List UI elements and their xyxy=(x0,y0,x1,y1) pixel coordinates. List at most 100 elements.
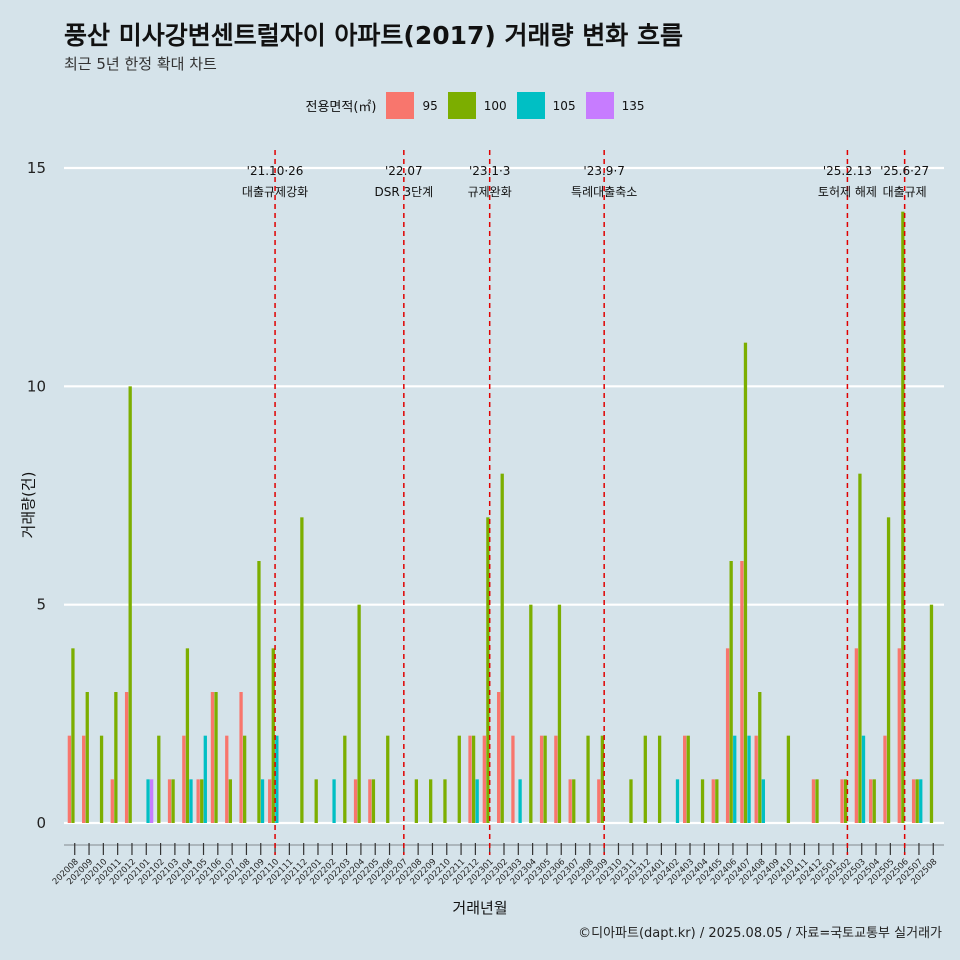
bar-95-202503 xyxy=(854,648,859,823)
bar-95-202403 xyxy=(683,735,687,823)
legend-swatch-95 xyxy=(386,92,415,119)
event-date-202301: '23.1·3 xyxy=(469,164,510,178)
bar-100-202010 xyxy=(99,735,104,823)
bar-100-202311 xyxy=(629,779,633,823)
legend-item-135: 135 xyxy=(585,92,645,119)
bar-95-202204 xyxy=(353,779,358,823)
event-label-202207: DSR 3단계 xyxy=(374,185,433,199)
bar-105-202202 xyxy=(332,779,336,823)
chart-subtitle: 최근 5년 한정 확대 차트 xyxy=(64,55,217,73)
bar-95-202412 xyxy=(811,779,816,823)
bar-100-202302 xyxy=(500,473,504,823)
bar-100-202304 xyxy=(529,604,533,823)
bar-100-202401 xyxy=(657,735,662,823)
bar-100-202508 xyxy=(929,604,934,823)
bar-95-202305 xyxy=(539,735,544,823)
legend: 전용면적(㎡) 95 100 105 135 xyxy=(0,92,960,119)
legend-label-105: 105 xyxy=(552,98,576,113)
chart-title: 풍산 미사강변센트럴자이 아파트(2017) 거래량 변화 흐름 xyxy=(64,21,683,50)
bar-95-202212 xyxy=(468,735,472,823)
bar-95-202008 xyxy=(67,735,72,823)
bar-95-202302 xyxy=(496,692,501,823)
bar-105-202507 xyxy=(919,779,923,823)
bar-100-202112 xyxy=(300,517,304,823)
bar-100-202308 xyxy=(586,735,590,823)
bar-100-202204 xyxy=(357,604,361,823)
bar-95-202110 xyxy=(268,779,272,823)
y-axis-label: 거래량(건) xyxy=(19,471,38,539)
bar-95-202012 xyxy=(124,692,129,823)
bar-100-202110 xyxy=(271,648,275,823)
bar-95-202105 xyxy=(196,779,200,823)
source-caption: ©디아파트(dapt.kr) / 2025.08.05 / 자료=국토교통부 실… xyxy=(578,926,942,941)
y-tick-label: 0 xyxy=(36,814,46,832)
y-tick-label: 10 xyxy=(27,377,46,395)
legend-swatch-105 xyxy=(516,92,545,119)
legend-title: 전용면적(㎡) xyxy=(305,100,377,115)
event-label-202301: 규제완화 xyxy=(468,185,512,199)
bar-100-202504 xyxy=(872,779,876,823)
legend-label-95: 95 xyxy=(422,98,438,113)
bar-100-202008 xyxy=(71,648,75,823)
bar-100-202211 xyxy=(457,735,461,823)
legend-swatch-100 xyxy=(447,92,476,119)
event-date-202309: '23.9·7 xyxy=(583,164,624,178)
bar-100-202201 xyxy=(314,779,318,823)
bar-95-202407 xyxy=(740,561,744,823)
y-tick-label: 15 xyxy=(27,159,46,177)
bar-135-202101 xyxy=(149,779,154,823)
bar-95-202506 xyxy=(897,648,901,823)
bar-95-202107 xyxy=(225,735,229,823)
bar-95-202502 xyxy=(840,779,844,823)
bar-100-202405 xyxy=(715,779,719,823)
bar-100-202009 xyxy=(85,692,89,823)
bar-105-202408 xyxy=(761,779,765,823)
bar-100-202309 xyxy=(600,735,605,823)
bar-100-202106 xyxy=(214,692,218,823)
bar-100-202502 xyxy=(843,779,848,823)
bar-95-202103 xyxy=(167,779,172,823)
bar-100-202312 xyxy=(643,735,647,823)
bar-95-202205 xyxy=(368,779,372,823)
bar-105-202109 xyxy=(260,779,265,823)
bar-105-202503 xyxy=(861,735,866,823)
bar-95-202405 xyxy=(711,779,715,823)
bar-100-202406 xyxy=(729,561,733,823)
bar-100-202306 xyxy=(557,604,562,823)
bar-100-202208 xyxy=(414,779,419,823)
bar-95-202011 xyxy=(110,779,114,823)
bar-95-202408 xyxy=(754,735,758,823)
bar-100-202403 xyxy=(686,735,690,823)
bar-95-202307 xyxy=(568,779,572,823)
bar-100-202206 xyxy=(386,735,390,823)
legend-label-135: 135 xyxy=(621,98,645,113)
bar-100-202307 xyxy=(572,779,576,823)
bar-100-202212 xyxy=(471,735,476,823)
bar-100-202408 xyxy=(758,692,762,823)
bar-105-202104 xyxy=(189,779,193,823)
event-label-202506: 대출규제 xyxy=(883,185,927,199)
bar-100-202108 xyxy=(243,735,247,823)
event-label-202110: 대출규제강화 xyxy=(242,185,308,199)
event-date-202506: '25.6·27 xyxy=(880,164,929,178)
bar-95-202104 xyxy=(182,735,186,823)
bar-100-202102 xyxy=(157,735,161,823)
bar-95-202306 xyxy=(554,735,558,823)
bar-100-202012 xyxy=(128,386,132,823)
bar-100-202305 xyxy=(543,735,547,823)
event-label-202309: 특례대출축소 xyxy=(571,185,637,199)
bar-95-202507 xyxy=(911,779,916,823)
bar-100-202103 xyxy=(171,779,175,823)
bar-100-202109 xyxy=(257,561,261,823)
bar-105-202402 xyxy=(675,779,680,823)
bar-100-202503 xyxy=(858,473,862,823)
bar-95-202108 xyxy=(239,692,243,823)
bar-100-202104 xyxy=(185,648,190,823)
bar-100-202410 xyxy=(786,735,791,823)
y-tick-label: 5 xyxy=(36,596,46,614)
event-date-202110: '21.10·26 xyxy=(247,164,304,178)
bar-100-202412 xyxy=(815,779,819,823)
bar-105-202406 xyxy=(733,735,737,823)
